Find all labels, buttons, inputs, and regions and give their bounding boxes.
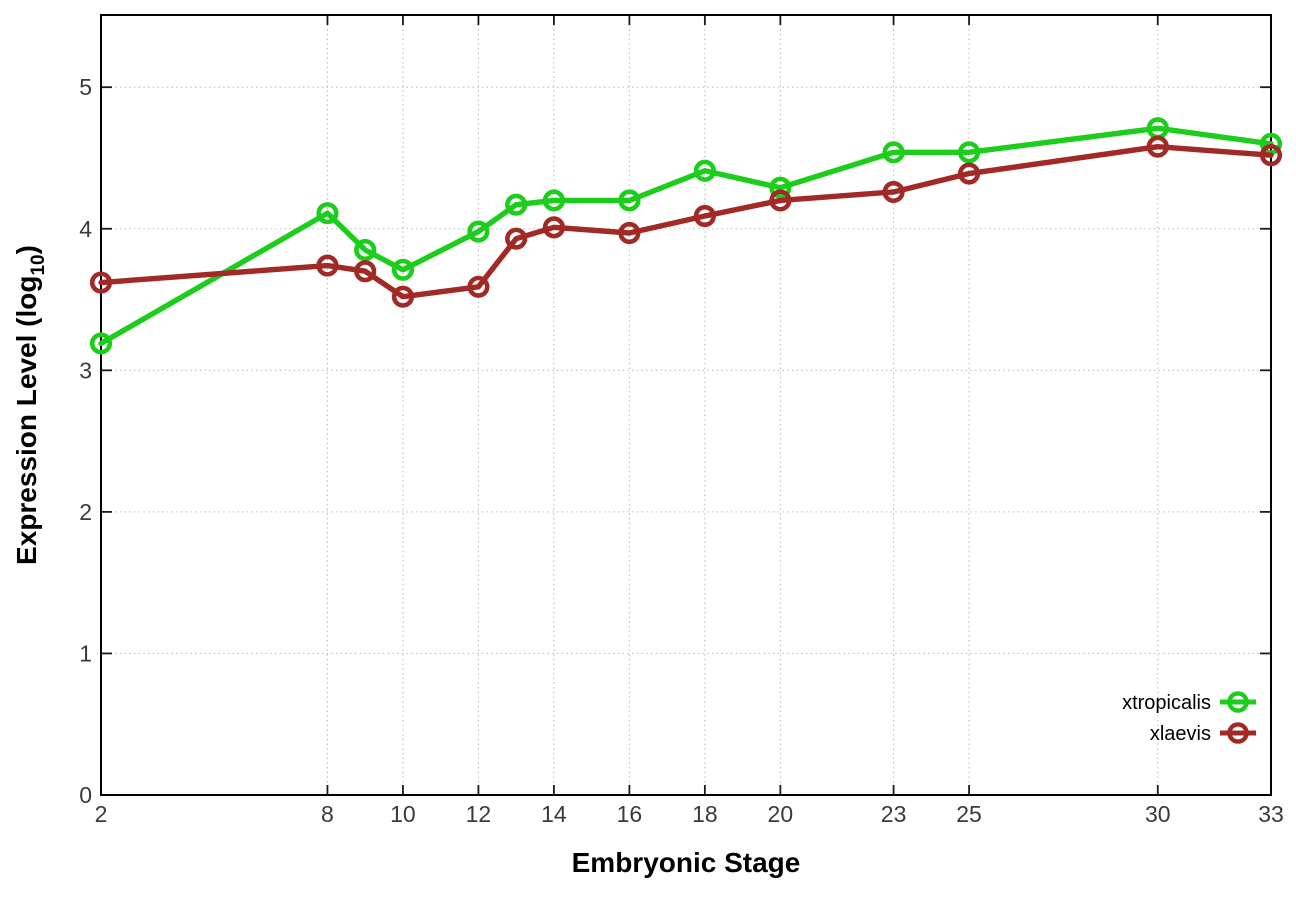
marker-xlaevis-stage-13: [505, 227, 528, 250]
marker-xlaevis-stage-23: [882, 180, 905, 204]
marker-xlaevis-stage-12: [467, 275, 490, 298]
y-tick-label-3: 3: [79, 357, 92, 383]
y-axis-title-suffix: ): [11, 245, 42, 254]
marker-xlaevis-stage-10: [391, 285, 415, 308]
marker-xtropicalis-stage-23: [882, 141, 905, 164]
marker-xtropicalis-stage-18: [693, 159, 716, 182]
series-line-xtropicalis: [98, 125, 1274, 347]
x-tick-label-14: 14: [541, 801, 567, 827]
y-axis-title: Expression Level (log10): [11, 245, 49, 565]
x-tick-label-12: 12: [466, 801, 492, 827]
marker-xtropicalis-stage-2: [89, 332, 113, 355]
x-tick-label-2: 2: [95, 801, 108, 827]
marker-xtropicalis-stage-16: [618, 189, 641, 212]
y-tick-label-1: 1: [79, 640, 92, 666]
legend-label-xlaevis: xlaevis: [1150, 723, 1211, 745]
x-tick-label-30: 30: [1145, 801, 1171, 827]
x-tick-label-10: 10: [390, 801, 416, 827]
x-axis-title: Embryonic Stage: [572, 847, 801, 878]
legend-marker-xtropicalis: [1227, 691, 1249, 713]
y-axis-title-subscript: 10: [28, 254, 49, 275]
legend-marker-xlaevis: [1227, 722, 1249, 744]
y-tick-label-2: 2: [79, 499, 92, 525]
marker-xtropicalis-stage-12: [467, 220, 490, 243]
series-line-xlaevis: [98, 143, 1274, 300]
x-tick-label-25: 25: [956, 801, 982, 827]
y-tick-label-5: 5: [79, 74, 92, 100]
marker-xtropicalis-stage-20: [769, 176, 792, 199]
marker-xlaevis-stage-18: [693, 204, 716, 228]
y-axis-title-prefix: Expression Level (log: [11, 276, 42, 565]
plot-border: [100, 14, 1272, 796]
marker-xlaevis-stage-14: [542, 216, 566, 239]
legend-label-xtropicalis: xtropicalis: [1122, 692, 1211, 714]
x-tick-label-8: 8: [321, 801, 334, 827]
marker-xtropicalis-stage-8: [316, 202, 339, 225]
x-tick-label-20: 20: [768, 801, 794, 827]
y-tick-label-0: 0: [79, 782, 92, 808]
marker-xtropicalis-stage-25: [957, 141, 981, 164]
marker-xlaevis-stage-9: [354, 260, 377, 283]
marker-xlaevis-stage-8: [316, 254, 339, 277]
marker-xtropicalis-stage-9: [354, 238, 377, 262]
y-tick-label-4: 4: [79, 216, 92, 242]
marker-xlaevis-stage-33: [1259, 144, 1283, 167]
marker-xlaevis-stage-25: [957, 162, 981, 185]
x-tick-label-16: 16: [617, 801, 643, 827]
marker-xtropicalis-stage-10: [391, 258, 415, 281]
marker-xlaevis-stage-2: [89, 271, 113, 294]
marker-xlaevis-stage-30: [1146, 135, 1169, 158]
marker-xlaevis-stage-20: [769, 189, 792, 212]
marker-xlaevis-stage-16: [618, 221, 641, 245]
x-tick-label-18: 18: [692, 801, 718, 827]
x-tick-label-23: 23: [881, 801, 907, 827]
marker-xtropicalis-stage-13: [505, 193, 528, 216]
x-tick-label-33: 33: [1258, 801, 1284, 827]
marker-xtropicalis-stage-14: [542, 189, 566, 212]
